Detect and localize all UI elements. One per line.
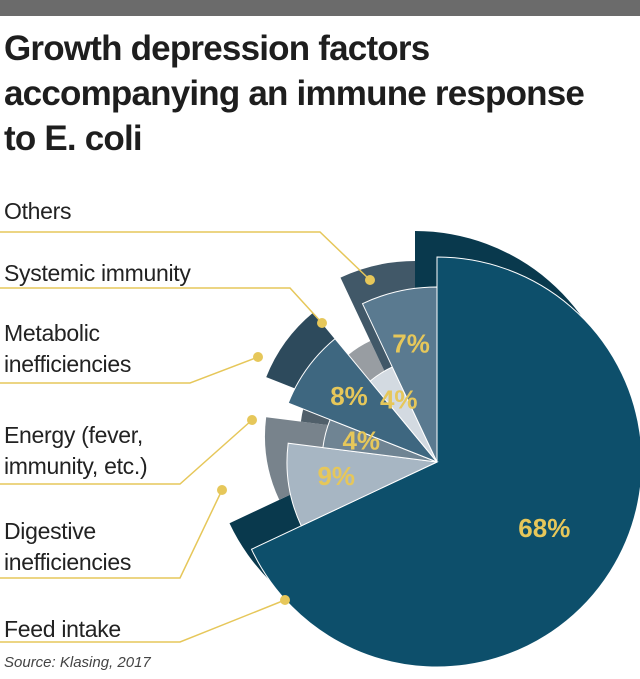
leader-line [0,287,323,324]
leader-line [0,419,253,485]
leader-dot [365,275,375,285]
value-label: 4% [342,425,380,455]
leader-line [0,489,223,579]
leader-line [0,231,371,281]
category-label: Metabolic inefficiencies [4,320,132,377]
leader-dot [317,318,327,328]
slice [286,442,439,527]
source: Source: Klasing, 2017 [4,654,151,671]
slice [361,286,438,463]
value-label: 7% [392,329,430,359]
leader-line [0,356,259,384]
chart-title: Growth depression factors accompanying a… [4,29,585,158]
leader-dot [247,415,257,425]
value-label: 4% [380,385,418,415]
category-label: Feed intake [4,616,121,642]
category-label: Energy (fever, immunity, etc.) [4,422,148,479]
leader-line [0,599,286,643]
slice [287,338,438,463]
leader-dot [253,352,263,362]
category-label: Systemic immunity [4,260,191,286]
slice [250,256,640,668]
value-label: 9% [317,461,355,491]
category-label: Digestive inefficiencies [4,518,132,575]
top-bar [0,0,640,16]
category-label: Others [4,198,72,224]
value-label: 68% [518,513,570,543]
leader-dot [280,595,290,605]
value-label: 8% [330,381,368,411]
leader-dot [217,485,227,495]
